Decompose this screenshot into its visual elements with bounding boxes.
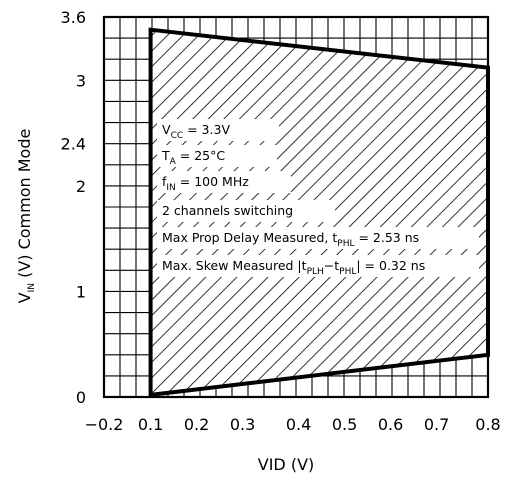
annotation-background	[157, 145, 277, 167]
annotation-segment: | = 0.32 ns	[356, 258, 425, 273]
annotation-subscript: IN	[166, 183, 175, 193]
y-axis-label-rest: (V) Common Mode	[15, 129, 34, 283]
x-tick-labels: −0.2 0.1 0.2 0.3 0.4 0.5 0.6 0.7 0.8	[85, 415, 501, 434]
annotation-text: Max Prop Delay Measured, tPHL = 2.53 ns	[162, 230, 419, 249]
y-tick-label: 0	[76, 388, 86, 407]
annotation-segment: V	[162, 122, 171, 137]
annotation-group: VCC = 3.3V TA = 25°C fIN = 100 MHz 2 channe…	[157, 119, 479, 277]
annotation-subscript: PHL	[337, 239, 354, 249]
annotation-segment: f	[162, 174, 167, 189]
annotation-background	[157, 227, 479, 249]
annotation-segment: = 2.53 ns	[355, 230, 420, 245]
x-tick-label: 0.3	[230, 415, 255, 434]
annotation-text: TA = 25°C	[161, 148, 225, 167]
annotation-text: fIN = 100 MHz	[162, 174, 249, 193]
y-tick-label: 1	[76, 282, 86, 301]
plot-border	[102, 15, 490, 399]
x-tick-label: 0.6	[378, 415, 403, 434]
annotation-segment: Max Prop Delay Measured, t	[162, 230, 337, 245]
y-axis-label-subscript: IN	[27, 283, 37, 292]
x-tick-label: −0.2	[85, 415, 124, 434]
annotation-subscript: CC	[171, 131, 184, 141]
annotation-text: VCC = 3.3V	[162, 122, 230, 141]
y-axis-label-main: V	[15, 292, 34, 303]
annotation-segment: −t	[324, 258, 339, 273]
x-axis-label: VID (V)	[258, 455, 315, 474]
x-tick-label: 0.4	[286, 415, 311, 434]
y-axis-label: VIN (V) Common Mode	[15, 129, 37, 304]
x-tick-label: 0.2	[184, 415, 209, 434]
x-tick-label: 0.5	[332, 415, 357, 434]
annotation-segment: = 3.3V	[183, 122, 230, 137]
annotation-subscript: A	[170, 157, 177, 167]
annotation-text: 2 channels switching	[162, 203, 293, 218]
annotation-segment: = 25°C	[176, 148, 226, 163]
axes-frame	[102, 15, 490, 399]
annotation-background	[157, 171, 291, 193]
annotation-segment: = 100 MHz	[176, 174, 249, 189]
x-tick-label: 0.1	[138, 415, 163, 434]
annotation-segment: T	[161, 148, 170, 163]
annotation-segment: Max. Skew Measured |t	[162, 258, 307, 273]
annotation-text: Max. Skew Measured |tPLH−tPHL| = 0.32 ns	[162, 258, 425, 277]
annotation-background	[157, 255, 479, 277]
y-tick-label: 3	[76, 71, 86, 90]
y-tick-labels: 0 1 2 2.4 3 3.6	[61, 8, 86, 407]
annotation-subscript: PLH	[307, 267, 324, 277]
annotation-segment: 2 channels switching	[162, 203, 293, 218]
y-tick-label: 3.6	[61, 8, 86, 27]
y-tick-label: 2.4	[61, 135, 86, 154]
x-tick-label: 0.7	[424, 415, 449, 434]
annotation-background	[157, 119, 279, 141]
x-tick-label: 0.8	[475, 415, 500, 434]
annotation-subscript: PHL	[339, 267, 356, 277]
annotation-background	[157, 200, 335, 222]
y-tick-label: 2	[76, 177, 86, 196]
